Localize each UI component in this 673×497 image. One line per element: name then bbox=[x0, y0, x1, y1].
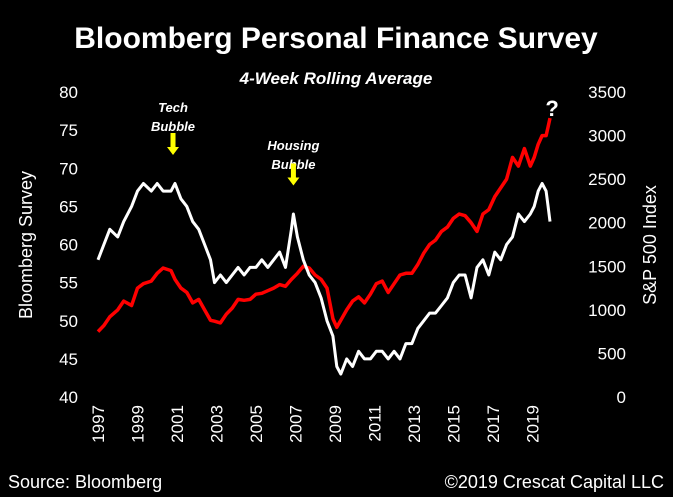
x-tick-label: 2015 bbox=[444, 405, 463, 443]
survey-line bbox=[96, 182, 552, 376]
x-tick-label: 2013 bbox=[405, 405, 424, 443]
x-tick-label: 2017 bbox=[484, 405, 503, 443]
left-tick-label: 55 bbox=[59, 274, 78, 293]
annotation-label-line2: Bubble bbox=[151, 119, 195, 134]
left-tick-label: 70 bbox=[59, 159, 78, 178]
x-tick-label: 2001 bbox=[168, 405, 187, 443]
left-axis-ticks: 40 45 50 55 60 65 70 75 80 bbox=[59, 83, 78, 407]
right-axis-ticks: 0 500 1000 1500 2000 2500 3000 3500 bbox=[588, 83, 626, 407]
right-tick-label: 2000 bbox=[588, 214, 626, 233]
right-tick-label: 500 bbox=[598, 344, 626, 363]
left-tick-label: 65 bbox=[59, 197, 78, 216]
annotation-label-line1: Tech bbox=[158, 100, 188, 115]
right-tick-label: 0 bbox=[617, 388, 626, 407]
copyright-note: ©2019 Crescat Capital LLC bbox=[445, 472, 664, 492]
left-tick-label: 50 bbox=[59, 312, 78, 331]
x-tick-label: 2019 bbox=[523, 405, 542, 443]
x-axis-ticks: 1997 1999 2001 2003 2005 2007 2009 2011 2013 2015… bbox=[89, 405, 542, 443]
chart-subtitle: 4-Week Rolling Average bbox=[239, 69, 433, 88]
left-tick-label: 45 bbox=[59, 350, 78, 369]
x-tick-label: 1997 bbox=[89, 405, 108, 443]
right-tick-label: 3500 bbox=[588, 83, 626, 102]
right-tick-label: 3000 bbox=[588, 127, 626, 146]
question-mark-annotation: ? bbox=[545, 96, 558, 121]
x-tick-label: 2011 bbox=[365, 405, 384, 442]
down-arrow-icon bbox=[287, 163, 300, 186]
right-axis-title: S&P 500 Index bbox=[640, 185, 660, 305]
x-tick-label: 2009 bbox=[326, 405, 345, 443]
left-tick-label: 60 bbox=[59, 236, 78, 255]
right-tick-label: 1000 bbox=[588, 301, 626, 320]
source-note: Source: Bloomberg bbox=[8, 472, 162, 492]
annotation-layer: TechBubbleHousingBubble? bbox=[151, 96, 559, 186]
left-tick-label: 40 bbox=[59, 388, 78, 407]
left-tick-label: 80 bbox=[59, 83, 78, 102]
x-tick-label: 2005 bbox=[247, 405, 266, 443]
series-layer bbox=[96, 117, 552, 376]
x-tick-label: 1999 bbox=[128, 405, 147, 443]
chart-title: Bloomberg Personal Finance Survey bbox=[74, 22, 598, 55]
right-tick-label: 1500 bbox=[588, 257, 626, 276]
left-axis-title: Bloomberg Survey bbox=[16, 171, 36, 319]
left-tick-label: 75 bbox=[59, 121, 78, 140]
down-arrow-icon bbox=[167, 133, 180, 155]
right-tick-label: 2500 bbox=[588, 170, 626, 189]
annotation-label-line1: Housing bbox=[267, 138, 319, 153]
x-tick-label: 2003 bbox=[207, 405, 226, 443]
x-tick-label: 2007 bbox=[286, 405, 305, 443]
sp500-line bbox=[96, 117, 552, 333]
